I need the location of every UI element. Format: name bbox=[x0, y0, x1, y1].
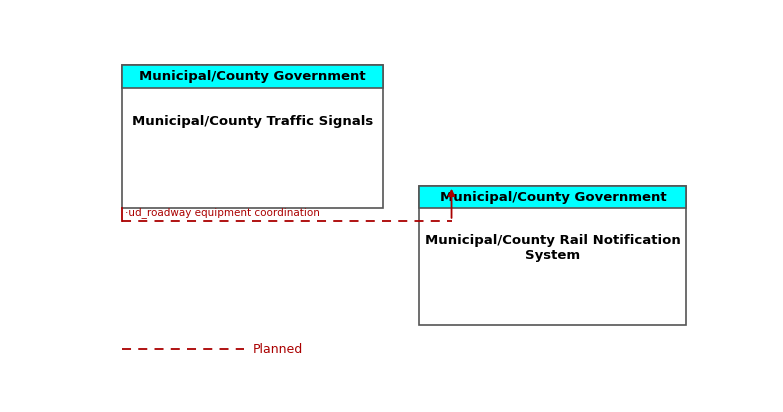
Text: Municipal/County Traffic Signals: Municipal/County Traffic Signals bbox=[132, 115, 373, 128]
Text: ·ud_roadway equipment coordination: ·ud_roadway equipment coordination bbox=[125, 207, 320, 218]
Text: Municipal/County Government: Municipal/County Government bbox=[139, 70, 366, 83]
Text: Planned: Planned bbox=[253, 343, 303, 356]
Bar bbox=[122, 66, 383, 208]
Bar bbox=[122, 66, 383, 88]
Bar bbox=[420, 186, 687, 208]
Text: Municipal/County Rail Notification
System: Municipal/County Rail Notification Syste… bbox=[425, 234, 681, 262]
Bar bbox=[420, 186, 687, 325]
Text: Municipal/County Government: Municipal/County Government bbox=[440, 190, 666, 204]
